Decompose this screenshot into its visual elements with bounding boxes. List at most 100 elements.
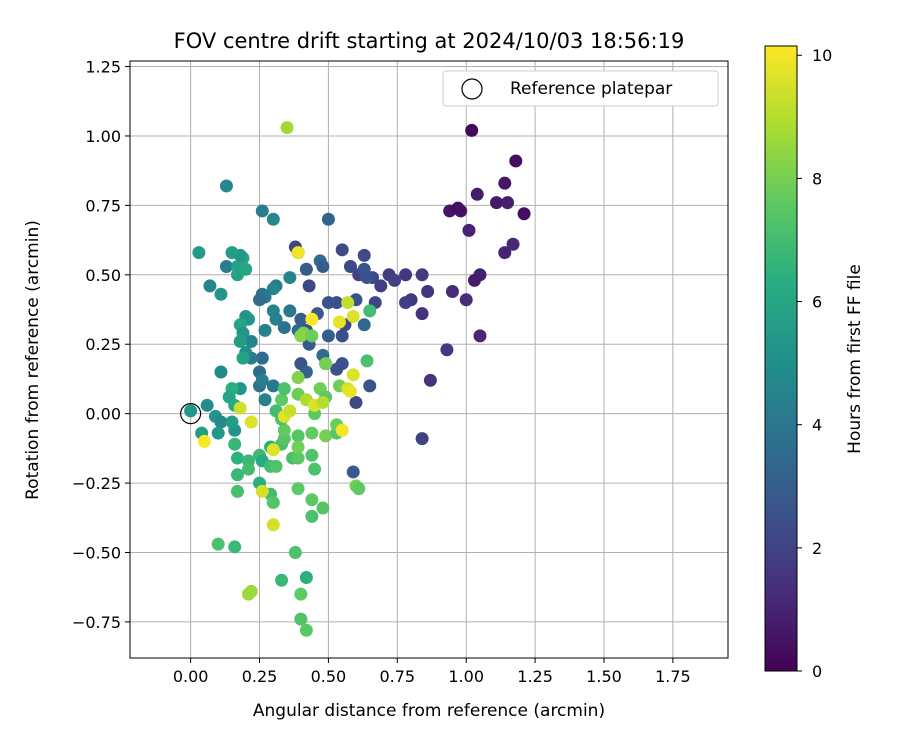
data-point xyxy=(280,121,294,135)
data-point xyxy=(343,259,357,273)
y-tick-label: 1.25 xyxy=(85,58,121,77)
data-point xyxy=(349,396,363,410)
data-point xyxy=(399,268,413,282)
data-point xyxy=(228,540,242,554)
colorbar-tick-label: 10 xyxy=(812,46,832,65)
colorbar-ticks: 0 2 4 6 8 10 xyxy=(797,46,832,681)
data-point xyxy=(440,343,454,357)
colorbar-tick-label: 2 xyxy=(812,539,822,558)
data-point xyxy=(214,365,228,379)
data-point xyxy=(283,404,297,418)
data-point xyxy=(214,415,228,429)
data-point xyxy=(203,279,217,293)
data-point xyxy=(316,396,330,410)
data-point xyxy=(352,482,366,496)
data-point xyxy=(211,426,225,440)
data-point xyxy=(230,468,244,482)
data-point xyxy=(219,259,233,273)
y-tick-label: 0.50 xyxy=(85,266,121,285)
data-point xyxy=(321,212,335,226)
data-point xyxy=(470,187,484,201)
data-point xyxy=(421,284,435,298)
data-points xyxy=(184,121,531,637)
y-tick-label: 0.25 xyxy=(85,335,121,354)
data-point xyxy=(321,329,335,343)
data-point xyxy=(305,312,319,326)
chart-title: FOV centre drift starting at 2024/10/03 … xyxy=(174,29,685,53)
data-point xyxy=(275,393,289,407)
data-point xyxy=(473,329,487,343)
data-point xyxy=(233,334,247,348)
data-point xyxy=(305,329,319,343)
data-point xyxy=(357,248,371,262)
data-point xyxy=(291,451,305,465)
data-point xyxy=(277,382,291,396)
legend-box xyxy=(442,70,719,107)
data-point xyxy=(214,287,228,301)
data-point xyxy=(360,271,374,285)
data-point xyxy=(288,545,302,559)
data-point xyxy=(266,212,280,226)
data-point xyxy=(506,237,520,251)
data-point xyxy=(197,434,211,448)
data-point xyxy=(357,318,371,332)
data-point xyxy=(498,246,512,260)
y-tick-label: −0.50 xyxy=(72,543,121,562)
data-point xyxy=(255,484,269,498)
data-point xyxy=(266,518,280,532)
x-tick-label: 0.50 xyxy=(311,667,347,686)
data-point xyxy=(501,196,515,210)
data-point xyxy=(228,437,242,451)
x-tick-label: 0.75 xyxy=(379,667,415,686)
data-point xyxy=(459,293,473,307)
data-point xyxy=(269,312,283,326)
data-point xyxy=(283,271,297,285)
data-point xyxy=(225,415,239,429)
data-point xyxy=(236,351,250,365)
data-point xyxy=(308,462,322,476)
plot-frame xyxy=(129,60,729,659)
grid-lines xyxy=(130,61,728,658)
data-point xyxy=(253,293,267,307)
data-point xyxy=(319,429,333,443)
legend-marker-icon xyxy=(461,78,483,100)
data-point xyxy=(255,373,269,387)
reference-marker xyxy=(180,403,202,425)
y-tick-label: −0.25 xyxy=(72,474,121,493)
y-axis-label: Rotation from reference (arcmin) xyxy=(23,220,43,500)
data-point xyxy=(277,423,291,437)
colorbar-tick-label: 0 xyxy=(812,662,822,681)
data-point xyxy=(255,204,269,218)
data-point xyxy=(330,362,344,376)
y-tick-label: 0.75 xyxy=(85,196,121,215)
data-point xyxy=(388,273,402,287)
data-point xyxy=(465,123,479,137)
data-point xyxy=(211,537,225,551)
data-point xyxy=(415,268,429,282)
data-point xyxy=(294,329,308,343)
data-point xyxy=(445,284,459,298)
data-point xyxy=(299,623,313,637)
data-point xyxy=(255,351,269,365)
y-tick-label: 1.00 xyxy=(85,127,121,146)
data-point xyxy=(374,279,388,293)
data-point xyxy=(294,312,308,326)
data-point xyxy=(258,323,272,337)
colorbar: 0 2 4 6 8 10 Hours from first FF file xyxy=(764,45,865,681)
data-point xyxy=(399,296,413,310)
data-point xyxy=(244,415,258,429)
colorbar-gradient xyxy=(764,45,798,672)
data-point xyxy=(343,384,357,398)
x-tick-label: 1.25 xyxy=(517,667,553,686)
data-point xyxy=(192,246,206,260)
data-point xyxy=(283,304,297,318)
data-point xyxy=(233,401,247,415)
x-tick-label: 0.00 xyxy=(173,667,209,686)
colorbar-label: Hours from first FF file xyxy=(845,264,865,454)
data-point xyxy=(277,321,291,335)
data-point xyxy=(291,482,305,496)
data-point xyxy=(415,307,429,321)
data-point xyxy=(230,484,244,498)
x-axis-label: Angular distance from reference (arcmin) xyxy=(253,701,605,721)
data-point xyxy=(239,262,253,276)
